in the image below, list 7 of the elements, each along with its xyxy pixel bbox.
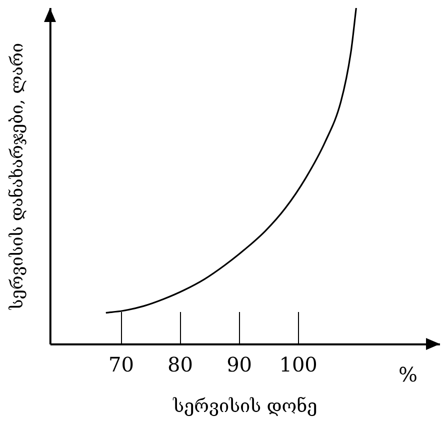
x-tick-label: 80 <box>168 352 193 377</box>
x-axis-title: სერვისის დონე <box>172 396 318 417</box>
x-tick-label: 70 <box>108 352 134 377</box>
x-tick-label: 100 <box>279 352 318 377</box>
x-tick-label: 90 <box>226 352 252 377</box>
y-axis-title: სერვისის დანახარჯები, ლარი <box>8 42 28 310</box>
text: % <box>398 362 418 387</box>
